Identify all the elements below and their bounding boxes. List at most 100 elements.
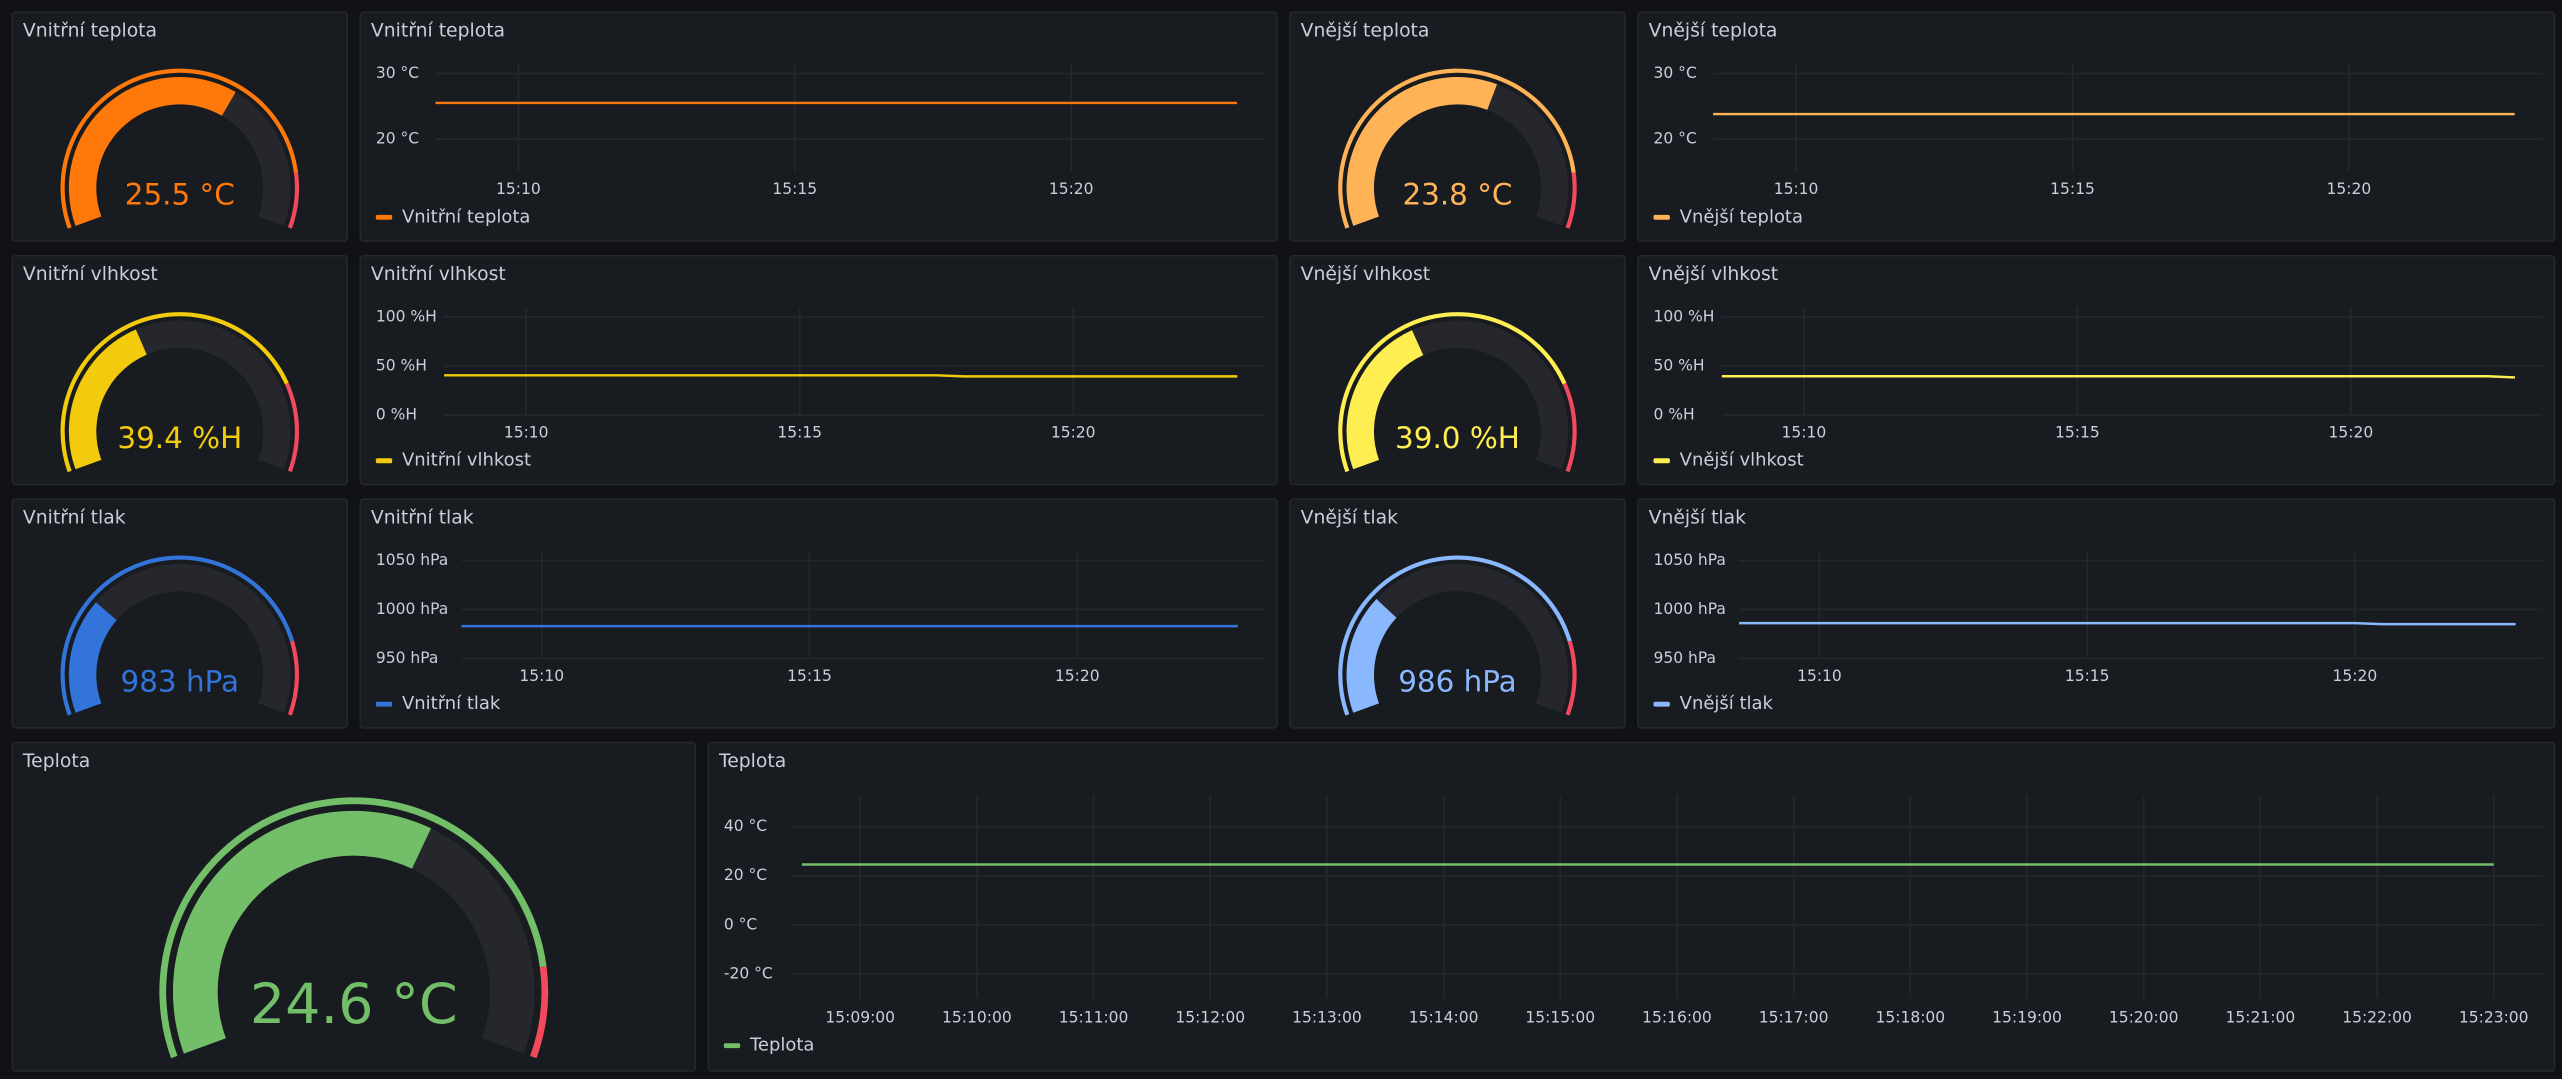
legend-label: Vnitřní vlhkost [402, 450, 531, 471]
x-tick-label: 15:10 [1774, 180, 1819, 198]
panel-title: Vnější vlhkost [1649, 264, 1778, 285]
x-tick-label: 15:15 [2050, 180, 2095, 198]
legend-label: Vnitřní tlak [402, 693, 501, 714]
gauge-threshold [1562, 382, 1577, 473]
x-tick-label: 15:15 [787, 667, 832, 685]
gauge-value: 986 hPa [1398, 664, 1516, 698]
panel [707, 741, 2556, 1072]
gauge-threshold [530, 966, 549, 1059]
legend-label: Vnější teplota [1680, 206, 1803, 227]
gauge-threshold [287, 172, 300, 229]
x-tick-label: 15:22:00 [2342, 1008, 2412, 1026]
legend-swatch [375, 214, 393, 220]
x-tick-label: 15:15 [777, 423, 822, 441]
x-tick-label: 15:15 [2055, 423, 2100, 441]
y-tick-label: 50 %H [1654, 356, 1705, 374]
x-tick-label: 15:20 [1055, 667, 1100, 685]
panel [359, 11, 1278, 242]
y-tick-label: 100 %H [1654, 307, 1715, 325]
x-tick-label: 15:20 [1049, 180, 1094, 198]
x-tick-label: 15:14:00 [1409, 1008, 1479, 1026]
y-tick-label: 0 %H [1654, 405, 1695, 423]
panel-title: Vnitřní teplota [371, 21, 505, 42]
gauge-fill [172, 810, 432, 1054]
panel [359, 254, 1278, 486]
x-tick-label: 15:10 [504, 423, 549, 441]
x-tick-label: 15:11:00 [1059, 1008, 1129, 1026]
y-tick-label: 950 hPa [1654, 649, 1717, 667]
gauge-fill [68, 76, 236, 226]
y-tick-label: 30 °C [1654, 64, 1697, 82]
gauge-fill [68, 329, 147, 470]
gauge-value: 24.6 °C [250, 972, 458, 1037]
legend-swatch [375, 701, 393, 707]
panel-title: Teplota [718, 751, 786, 772]
series-line [444, 374, 1238, 378]
y-tick-label: 50 %H [376, 356, 427, 374]
gauge-fill [1346, 330, 1424, 470]
x-tick-label: 15:20 [2327, 180, 2372, 198]
gauge-fill [1346, 76, 1498, 226]
y-tick-label: 20 °C [724, 866, 767, 884]
series-line [1739, 621, 2516, 626]
x-tick-label: 15:10 [519, 667, 564, 685]
gauge-threshold [287, 640, 300, 716]
x-tick-label: 15:20:00 [2109, 1008, 2179, 1026]
series-line [1721, 375, 2516, 379]
x-tick-label: 15:19:00 [1992, 1008, 2062, 1026]
panel [1637, 498, 2556, 729]
y-tick-label: 1050 hPa [1654, 551, 1726, 569]
panel [1637, 11, 2556, 242]
gauge-threshold [284, 382, 300, 473]
y-tick-label: 0 %H [376, 405, 417, 423]
gauge-value: 25.5 °C [125, 178, 235, 212]
gauge-value: 983 hPa [121, 664, 239, 698]
legend-swatch [1653, 458, 1670, 464]
panel-title: Vnější tlak [1649, 507, 1747, 528]
x-tick-label: 15:21:00 [2226, 1008, 2296, 1026]
panel-title: Vnější teplota [1649, 21, 1778, 42]
legend-label: Vnější tlak [1680, 693, 1774, 714]
y-tick-label: 1000 hPa [376, 600, 448, 618]
panel-title: Vnější vlhkost [1301, 264, 1430, 285]
x-tick-label: 15:18:00 [1875, 1008, 1945, 1026]
legend-label: Vnější vlhkost [1680, 450, 1804, 471]
gauge-value: 39.4 %H [117, 421, 242, 455]
y-tick-label: 100 %H [376, 307, 437, 325]
legend-swatch [723, 1043, 741, 1049]
x-tick-label: 15:12:00 [1175, 1008, 1245, 1026]
x-tick-label: 15:23:00 [2459, 1008, 2529, 1026]
panel [359, 498, 1278, 729]
x-tick-label: 15:10 [1782, 423, 1827, 441]
y-tick-label: 0 °C [724, 915, 757, 933]
x-tick-label: 15:15:00 [1525, 1008, 1595, 1026]
y-tick-label: 40 °C [724, 817, 767, 835]
x-tick-label: 15:13:00 [1292, 1008, 1362, 1026]
panel-title: Vnější teplota [1301, 21, 1430, 42]
gauge-value: 39.0 %H [1395, 421, 1520, 455]
gauge-fill [68, 602, 117, 713]
x-tick-label: 15:15 [772, 180, 817, 198]
legend-label: Vnitřní teplota [402, 206, 530, 227]
y-tick-label: 30 °C [376, 64, 419, 82]
x-tick-label: 15:17:00 [1759, 1008, 1829, 1026]
panel-title: Vnitřní vlhkost [371, 264, 506, 285]
legend-swatch [1653, 214, 1670, 220]
x-tick-label: 15:20 [2333, 667, 2378, 685]
panel-title: Vnější tlak [1301, 507, 1399, 528]
gauge-value: 23.8 °C [1402, 178, 1512, 212]
x-tick-label: 15:20 [1051, 423, 1096, 441]
x-tick-label: 15:15 [2065, 667, 2110, 685]
panel-title: Vnitřní tlak [23, 507, 126, 528]
y-tick-label: 950 hPa [376, 649, 439, 667]
x-tick-label: 15:09:00 [825, 1008, 895, 1026]
panel-title: Vnitřní tlak [371, 507, 474, 528]
panel-title: Teplota [22, 751, 90, 772]
y-tick-label: 1000 hPa [1654, 600, 1726, 618]
legend-label: Teplota [749, 1035, 814, 1056]
x-tick-label: 15:20 [2329, 423, 2374, 441]
gauge-track [68, 563, 291, 713]
gauge-track [1346, 563, 1569, 713]
